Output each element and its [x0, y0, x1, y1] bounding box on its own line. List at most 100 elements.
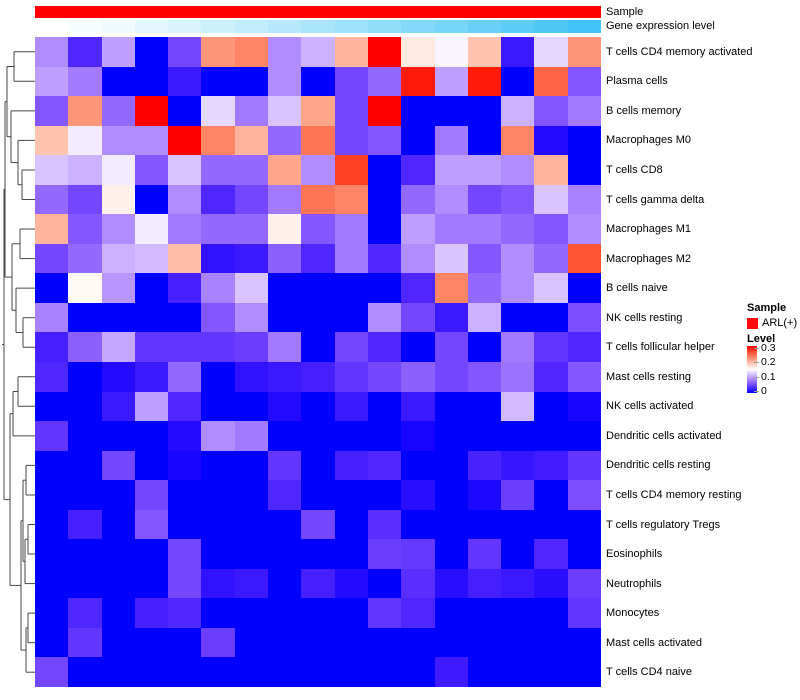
- gene-expression-annotation-label: Gene expression level: [606, 20, 715, 32]
- heatmap-cell: [468, 67, 501, 96]
- heatmap-cell: [68, 539, 102, 569]
- heatmap-cell: [301, 67, 335, 96]
- heatmap-cell: [35, 510, 68, 539]
- heatmap-cell: [568, 185, 601, 214]
- heatmap-cell: [68, 392, 102, 421]
- heatmap-cell: [168, 126, 201, 155]
- heatmap-cell: [135, 67, 168, 96]
- heatmap-cell: [201, 480, 235, 510]
- row-label: T cells regulatory Tregs: [606, 519, 721, 531]
- row-label: Neutrophils: [606, 578, 662, 590]
- heatmap-cell: [335, 273, 368, 303]
- heatmap-cell: [368, 362, 401, 392]
- heatmap-cell: [35, 628, 68, 657]
- row-label: NK cells resting: [606, 312, 683, 324]
- heatmap-cell: [335, 539, 368, 569]
- heatmap-cell: [235, 96, 268, 126]
- heatmap-cell: [135, 155, 168, 185]
- heatmap-cell: [401, 421, 435, 451]
- heatmap-cell: [268, 126, 301, 155]
- heatmap-cell: [102, 155, 135, 185]
- heatmap-cell: [335, 332, 368, 362]
- heatmap-cell: [568, 332, 601, 362]
- heatmap-cell: [268, 244, 301, 273]
- heatmap-cell: [201, 185, 235, 214]
- legend-level-tick-label: 0.3: [761, 342, 776, 354]
- heatmap-cell: [568, 480, 601, 510]
- heatmap-cell: [534, 96, 568, 126]
- heatmap-cell: [335, 598, 368, 628]
- heatmap-cell: [235, 510, 268, 539]
- heatmap-cell: [268, 362, 301, 392]
- heatmap-cell: [568, 273, 601, 303]
- heatmap-cell: [401, 303, 435, 332]
- heatmap-cell: [35, 155, 68, 185]
- heatmap-cell: [468, 598, 501, 628]
- heatmap-cell: [301, 569, 335, 598]
- heatmap-cell: [68, 273, 102, 303]
- heatmap-cell: [168, 392, 201, 421]
- heatmap-cell: [102, 332, 135, 362]
- heatmap-cell: [301, 362, 335, 392]
- heatmap-cell: [268, 214, 301, 244]
- heatmap-cell: [335, 244, 368, 273]
- row-label: Plasma cells: [606, 75, 668, 87]
- legend-sample-item-label: ARL(+): [762, 317, 798, 329]
- heatmap-cell: [401, 214, 435, 244]
- heatmap-cell: [368, 126, 401, 155]
- heatmap-cell: [168, 273, 201, 303]
- legend-sample-swatch: [747, 318, 758, 329]
- heatmap-cell: [468, 392, 501, 421]
- heatmap-cell: [235, 392, 268, 421]
- heatmap-cell: [335, 569, 368, 598]
- row-label: T cells CD4 naive: [606, 666, 692, 678]
- heatmap-cell: [435, 214, 468, 244]
- heatmap-cell: [35, 37, 68, 67]
- heatmap-cell: [335, 126, 368, 155]
- heatmap-cell: [301, 185, 335, 214]
- heatmap-cell: [401, 244, 435, 273]
- heatmap-cell: [168, 185, 201, 214]
- heatmap-cell: [135, 480, 168, 510]
- heatmap-cell: [501, 244, 534, 273]
- heatmap-cell: [68, 451, 102, 480]
- heatmap-cell: [468, 273, 501, 303]
- heatmap-cell: [534, 628, 568, 657]
- heatmap-cell: [568, 451, 601, 480]
- heatmap-cell: [135, 362, 168, 392]
- heatmap-cell: [401, 185, 435, 214]
- heatmap-cell: [235, 598, 268, 628]
- heatmap-cell: [235, 362, 268, 392]
- heatmap-cell: [435, 67, 468, 96]
- heatmap-cell: [401, 480, 435, 510]
- heatmap-cell: [368, 510, 401, 539]
- gene-annotation-cell: [235, 20, 268, 33]
- heatmap-cell: [68, 96, 102, 126]
- heatmap-cell: [335, 67, 368, 96]
- heatmap-cell: [135, 451, 168, 480]
- heatmap-cell: [102, 96, 135, 126]
- heatmap-cell: [435, 657, 468, 687]
- heatmap-cell: [534, 657, 568, 687]
- heatmap-cell: [201, 273, 235, 303]
- heatmap-cell: [435, 126, 468, 155]
- heatmap-cell: [201, 96, 235, 126]
- heatmap-cell: [501, 451, 534, 480]
- heatmap-cell: [435, 96, 468, 126]
- heatmap-cell: [435, 539, 468, 569]
- heatmap-cell: [468, 510, 501, 539]
- heatmap-cell: [201, 155, 235, 185]
- heatmap-cell: [201, 451, 235, 480]
- heatmap-cell: [401, 126, 435, 155]
- heatmap-cell: [102, 451, 135, 480]
- heatmap-cell: [501, 628, 534, 657]
- heatmap-cell: [435, 362, 468, 392]
- heatmap-cell: [368, 480, 401, 510]
- heatmap-cell: [102, 214, 135, 244]
- heatmap-cell: [501, 96, 534, 126]
- heatmap-cell: [468, 569, 501, 598]
- heatmap-cell: [168, 37, 201, 67]
- heatmap-cell: [268, 510, 301, 539]
- heatmap-cell: [268, 332, 301, 362]
- heatmap-cell: [168, 244, 201, 273]
